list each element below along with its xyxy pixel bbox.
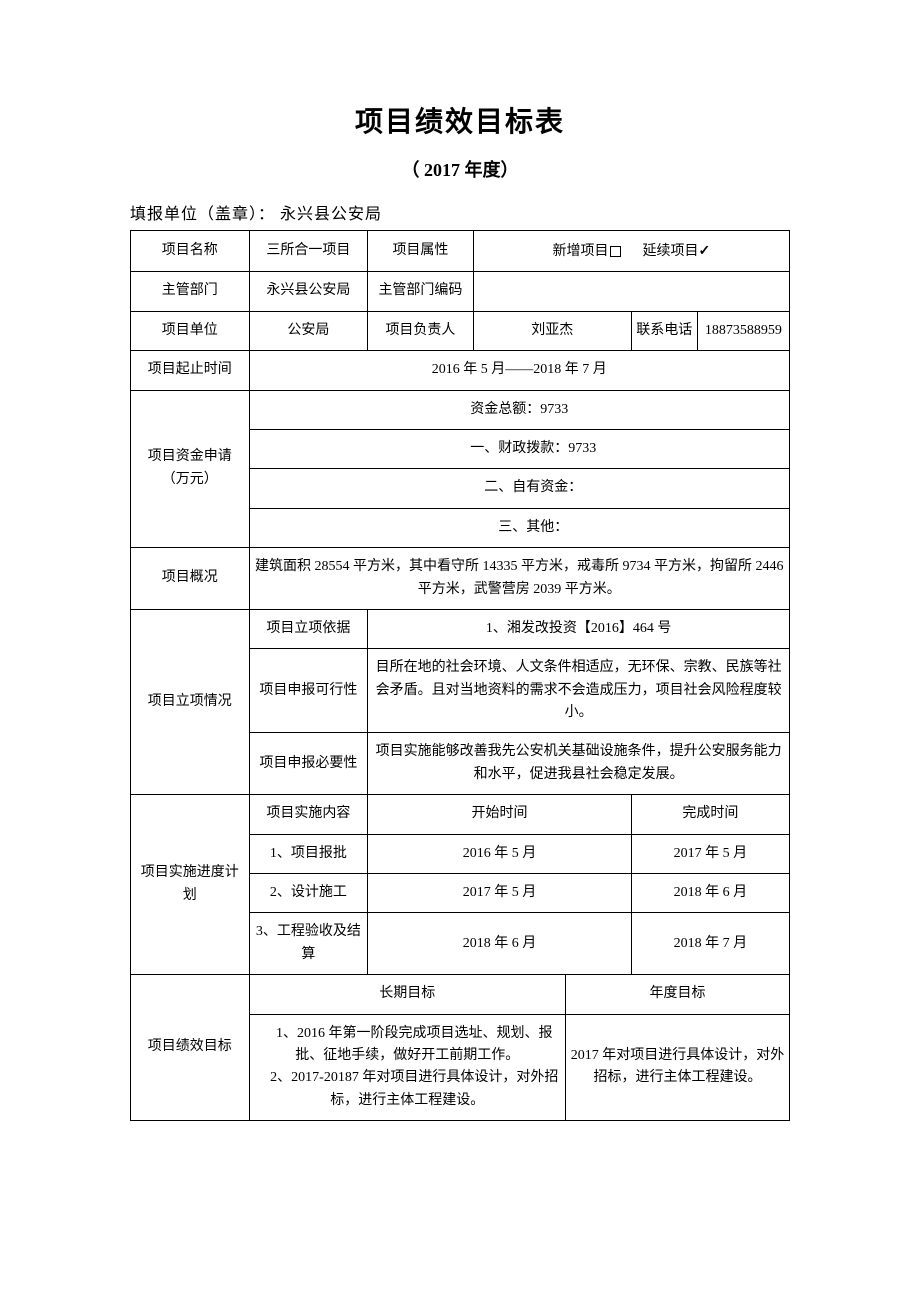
value-longterm: 1、2016 年第一阶段完成项目选址、规划、报批、征地手续，做好开工前期工作。 … — [249, 1014, 565, 1121]
label-goals: 项目绩效目标 — [131, 975, 250, 1121]
value-contact: 18873588959 — [697, 311, 789, 350]
value-feasibility: 目所在地的社会环境、人文条件相适应，无环保、宗教、民族等社会矛盾。且对当地资料的… — [368, 649, 790, 733]
row-est-basis: 项目立项情况 项目立项依据 1、湘发改投资【2016】464 号 — [131, 609, 790, 648]
reporter-line: 填报单位（盖章）： 永兴县公安局 — [130, 200, 790, 224]
schedule-content-1: 2、设计施工 — [249, 874, 368, 913]
label-leader: 项目负责人 — [368, 311, 473, 350]
label-annual: 年度目标 — [565, 975, 789, 1014]
label-schedule: 项目实施进度计划 — [131, 795, 250, 975]
checkmark-icon: ✓ — [698, 242, 710, 258]
performance-table: 项目名称 三所合一项目 项目属性 新增项目 延续项目✓ 主管部门 永兴县公安局 … — [130, 230, 790, 1121]
schedule-content-2: 3、工程验收及结算 — [249, 913, 368, 975]
value-annual: 2017 年对项目进行具体设计，对外招标，进行主体工程建设。 — [565, 1014, 789, 1121]
funding-total-value: 9733 — [540, 402, 568, 417]
schedule-content-0: 1、项目报批 — [249, 834, 368, 873]
attr-new-text: 新增项目 — [552, 244, 608, 259]
schedule-end-2: 2018 年 7 月 — [631, 913, 789, 975]
checkbox-new-icon — [610, 246, 621, 257]
row-goals-header: 项目绩效目标 长期目标 年度目标 — [131, 975, 790, 1014]
value-dept: 永兴县公安局 — [249, 272, 368, 311]
value-project-name: 三所合一项目 — [249, 231, 368, 272]
schedule-end-1: 2018 年 6 月 — [631, 874, 789, 913]
funding-item1: 一、财政拨款：9733 — [249, 429, 789, 468]
page-subtitle: （ 2017 年度） — [130, 156, 790, 182]
funding-item2: 二、自有资金： — [249, 469, 789, 508]
value-leader: 刘亚杰 — [473, 311, 631, 350]
label-basis: 项目立项依据 — [249, 609, 368, 648]
value-timespan: 2016 年 5 月——2018 年 7 月 — [249, 351, 789, 390]
value-basis: 1、湘发改投资【2016】464 号 — [368, 609, 790, 648]
label-unit: 项目单位 — [131, 311, 250, 350]
schedule-start-0: 2016 年 5 月 — [368, 834, 632, 873]
label-dept-code: 主管部门编码 — [368, 272, 473, 311]
reporter-value: 永兴县公安局 — [280, 206, 382, 223]
label-contact: 联系电话 — [631, 311, 697, 350]
label-establishment: 项目立项情况 — [131, 609, 250, 794]
row-dept: 主管部门 永兴县公安局 主管部门编码 — [131, 272, 790, 311]
reporter-label: 填报单位（盖章）： — [130, 206, 275, 223]
label-feasibility: 项目申报可行性 — [249, 649, 368, 733]
label-overview: 项目概况 — [131, 548, 250, 610]
funding-item3: 三、其他： — [249, 508, 789, 547]
label-project-attr: 项目属性 — [368, 231, 473, 272]
label-funding: 项目资金申请（万元） — [131, 390, 250, 548]
value-necessity: 项目实施能够改善我先公安机关基础设施条件，提升公安服务能力和水平，促进我县社会稳… — [368, 733, 790, 795]
funding-total: 资金总额：9733 — [249, 390, 789, 429]
label-timespan: 项目起止时间 — [131, 351, 250, 390]
row-schedule-header: 项目实施进度计划 项目实施内容 开始时间 完成时间 — [131, 795, 790, 834]
schedule-start-2: 2018 年 6 月 — [368, 913, 632, 975]
value-dept-code — [473, 272, 789, 311]
row-overview: 项目概况 建筑面积 28554 平方米，其中看守所 14335 平方米，戒毒所 … — [131, 548, 790, 610]
row-funding-total: 项目资金申请（万元） 资金总额：9733 — [131, 390, 790, 429]
attr-cont-text: 延续项目 — [642, 244, 698, 259]
label-longterm: 长期目标 — [249, 975, 565, 1014]
label-dept: 主管部门 — [131, 272, 250, 311]
label-project-name: 项目名称 — [131, 231, 250, 272]
value-project-attr: 新增项目 延续项目✓ — [473, 231, 789, 272]
row-project-name: 项目名称 三所合一项目 项目属性 新增项目 延续项目✓ — [131, 231, 790, 272]
schedule-col3: 完成时间 — [631, 795, 789, 834]
schedule-start-1: 2017 年 5 月 — [368, 874, 632, 913]
schedule-col1: 项目实施内容 — [249, 795, 368, 834]
schedule-col2: 开始时间 — [368, 795, 632, 834]
row-timespan: 项目起止时间 2016 年 5 月——2018 年 7 月 — [131, 351, 790, 390]
value-overview: 建筑面积 28554 平方米，其中看守所 14335 平方米，戒毒所 9734 … — [249, 548, 789, 610]
page-title: 项目绩效目标表 — [130, 100, 790, 140]
label-necessity: 项目申报必要性 — [249, 733, 368, 795]
row-unit: 项目单位 公安局 项目负责人 刘亚杰 联系电话 18873588959 — [131, 311, 790, 350]
schedule-end-0: 2017 年 5 月 — [631, 834, 789, 873]
value-unit: 公安局 — [249, 311, 368, 350]
funding-total-label: 资金总额： — [470, 402, 540, 417]
